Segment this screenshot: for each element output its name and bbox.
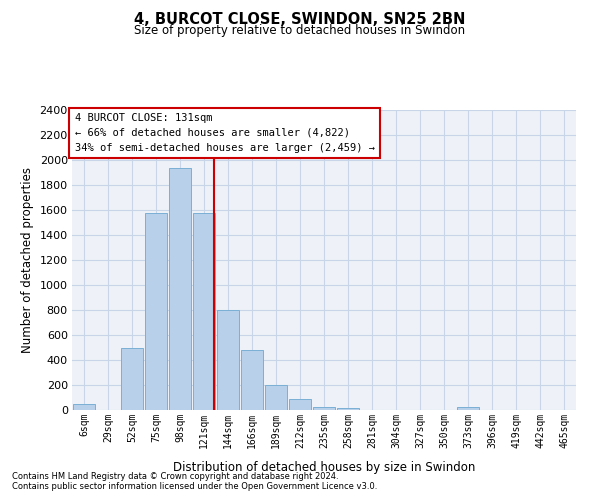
Text: Contains HM Land Registry data © Crown copyright and database right 2024.: Contains HM Land Registry data © Crown c… [12,472,338,481]
Y-axis label: Number of detached properties: Number of detached properties [21,167,34,353]
Text: 4, BURCOT CLOSE, SWINDON, SN25 2BN: 4, BURCOT CLOSE, SWINDON, SN25 2BN [134,12,466,28]
Bar [217,310,239,410]
Bar [289,399,311,410]
Bar [73,404,95,410]
Bar [169,168,191,410]
Bar [193,212,215,410]
Text: Size of property relative to detached houses in Swindon: Size of property relative to detached ho… [134,24,466,37]
Bar [337,408,359,410]
Text: 4 BURCOT CLOSE: 131sqm
← 66% of detached houses are smaller (4,822)
34% of semi-: 4 BURCOT CLOSE: 131sqm ← 66% of detached… [74,113,374,152]
Bar [241,350,263,410]
Bar [313,407,335,410]
Bar [145,212,167,410]
Text: Distribution of detached houses by size in Swindon: Distribution of detached houses by size … [173,461,475,474]
Bar [121,348,143,410]
Bar [265,385,287,410]
Bar [457,407,479,410]
Text: Contains public sector information licensed under the Open Government Licence v3: Contains public sector information licen… [12,482,377,491]
